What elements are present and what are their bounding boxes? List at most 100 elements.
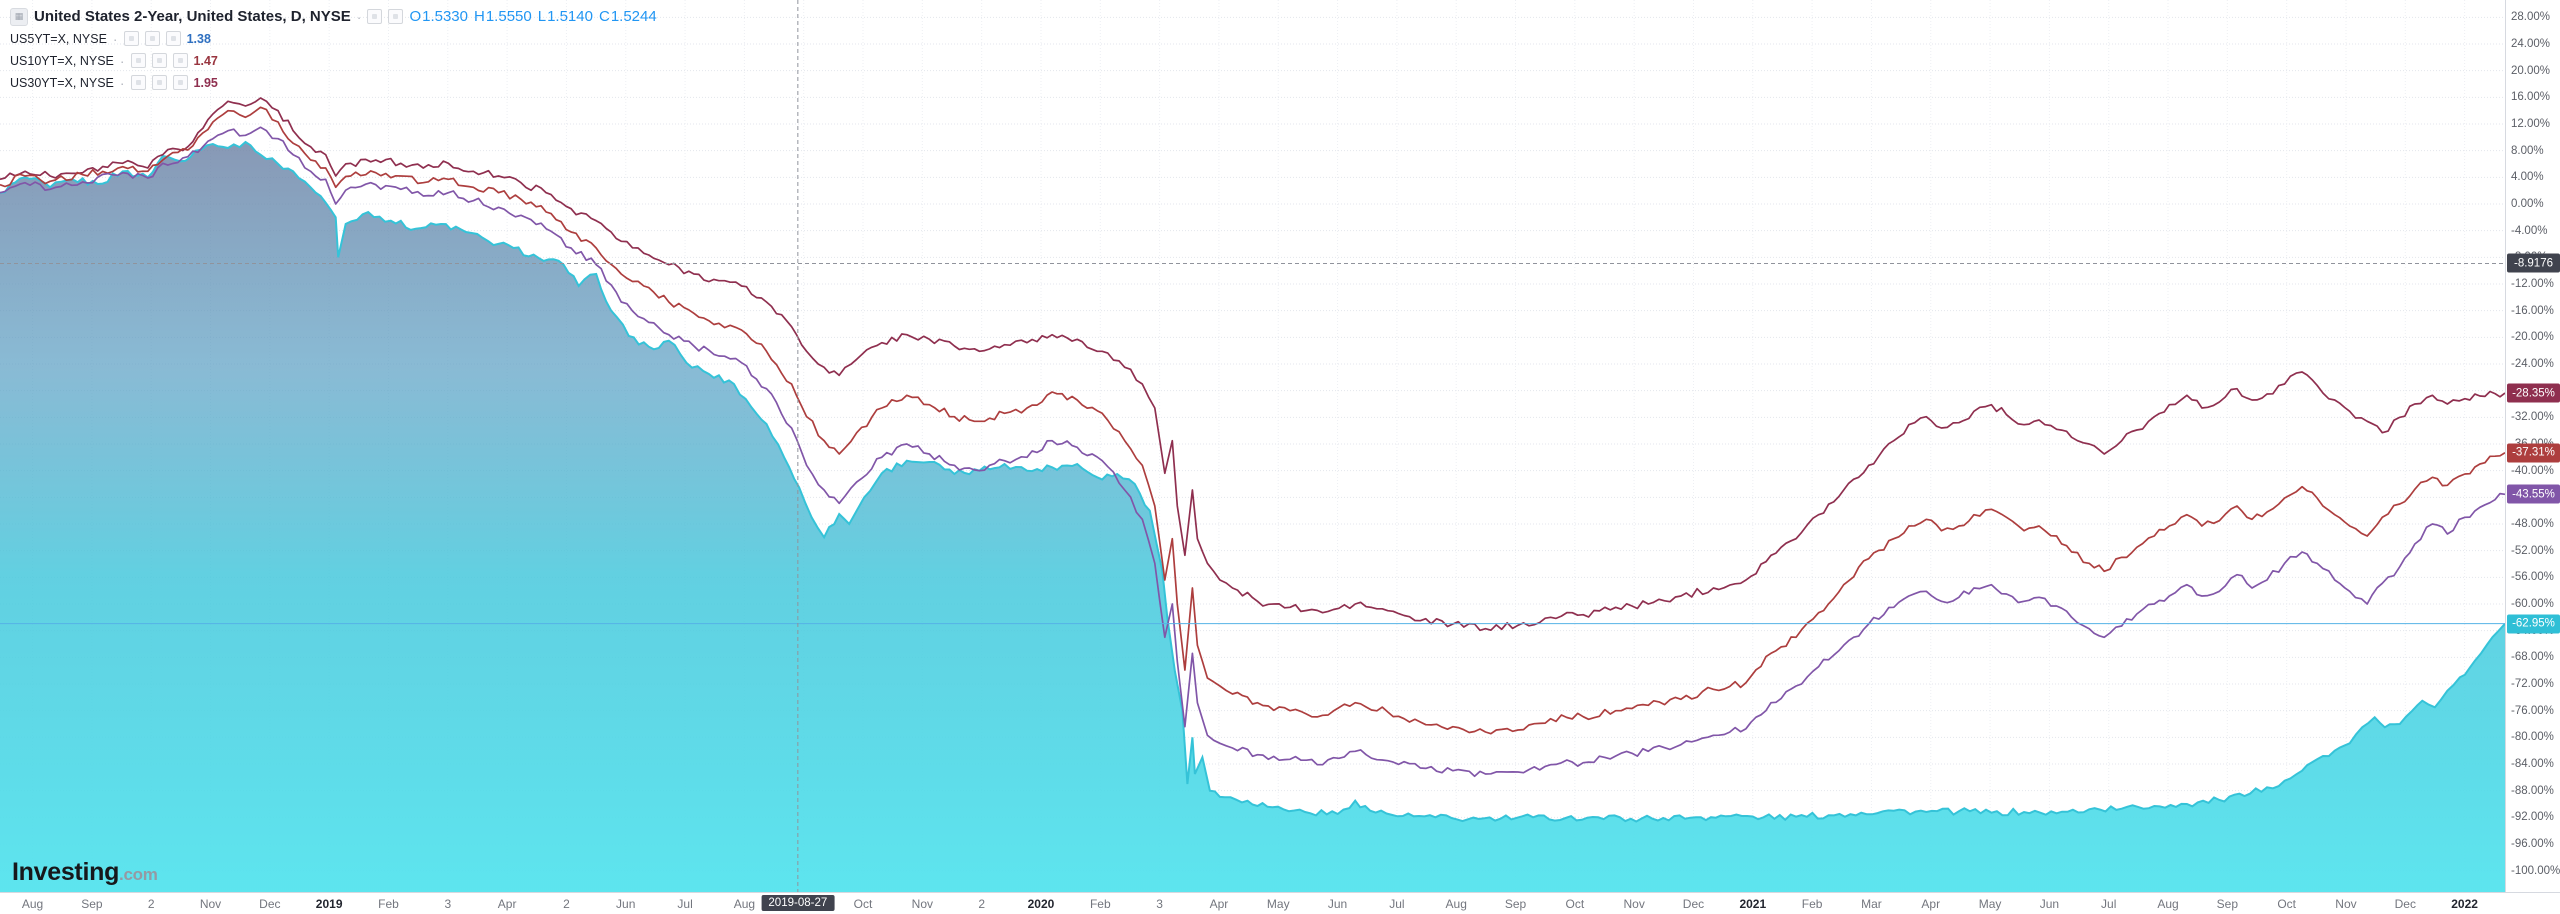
compare-close-icon[interactable] [172,53,188,68]
compare-close-icon[interactable] [172,75,188,90]
time-tick-label: Jul [677,897,693,911]
price-tick-label: -92.00% [2511,811,2554,824]
time-tick-label: 2 [978,897,985,911]
chart-canvas[interactable]: ▦ United States 2-Year, United States, D… [0,0,2505,892]
compare-settings-icon[interactable] [151,53,167,68]
axis-price-label: -8.9176 [2507,253,2560,273]
axis-price-label: -43.55% [2507,484,2560,504]
compare-eye-icon[interactable] [130,75,146,90]
watermark-light-text: .com [119,865,158,884]
time-tick-label: 2020 [1027,897,1055,911]
series-area-us2y [0,142,2505,892]
compare-close-icon[interactable] [165,31,181,46]
compare-row-us30yt[interactable]: US30YT=X, NYSE · 1.95 [10,73,657,92]
time-tick-label: Sep [1504,897,1527,911]
price-tick-label: -52.00% [2511,544,2554,557]
price-tick-label: -4.00% [2511,224,2548,237]
price-tick-label: -12.00% [2511,278,2554,290]
price-tick-label: -32.00% [2511,411,2554,424]
time-tick-label: Feb [378,897,399,911]
compare-settings-icon[interactable] [144,31,160,46]
series-line-us2y [0,140,2505,823]
time-tick-label: 2 [147,897,155,911]
main-symbol-title: United States 2-Year, United States, D, … [34,8,351,25]
compare-symbol-label: US30YT=X, NYSE [10,75,114,90]
legend-settings-icon[interactable] [388,9,404,24]
watermark-bold-text: Investing [12,858,120,886]
compare-settings-icon[interactable] [151,75,167,90]
time-tick-label: Apr [1209,897,1229,911]
ohlc-high: H1.5550 [474,8,532,25]
price-tick-label: 28.00% [2511,11,2551,24]
price-tick-label: -76.00% [2511,704,2554,717]
time-tick-label: 3 [1156,897,1163,911]
time-tick-label: Jun [2039,897,2060,911]
price-tick-label: -48.00% [2511,518,2554,530]
series-line-us10ytx [0,106,2505,735]
time-tick-label: Jun [1327,897,1348,911]
price-tick-label: -84.00% [2511,758,2554,770]
time-tick-label: 2021 [1739,897,1767,911]
price-chart-svg[interactable] [0,0,2505,892]
time-tick-label: Nov [199,897,222,911]
compare-value: 1.95 [193,75,218,90]
compare-row-us5yt[interactable]: US5YT=X, NYSE · 1.38 [10,29,657,48]
time-tick-label: Sep [2216,897,2239,911]
ohlc-open: O1.5330 [409,8,468,25]
time-tick-label: Apr [1921,897,1941,911]
price-tick-label: -24.00% [2511,358,2554,370]
price-axis[interactable]: 28.00% 24.00% 20.00% 16.00% 12.00% 8.00% 4.00%… [2505,0,2560,892]
time-tick-label: Feb [1089,897,1111,911]
axis-price-label: -62.95% [2507,614,2560,634]
time-tick-label: 2019 [315,897,343,911]
time-tick-label: Nov [2335,897,2357,911]
time-tick-label: Nov [911,897,933,911]
compare-symbol-label: US10YT=X, NYSE [10,53,114,68]
time-tick-label: Apr [497,897,517,911]
price-tick-label: 24.00% [2511,38,2551,50]
price-tick-label: 0.00% [2511,198,2544,210]
time-tick-label: 2022 [2451,897,2478,911]
time-axis[interactable]: Aug Sep 2 Nov Dec 2019 Feb 3 Apr 2 Jun Jul Aug Sep Oct… [0,892,2560,914]
price-tick-label: -72.00% [2511,678,2554,690]
price-tick-label: -40.00% [2511,464,2554,477]
axis-price-label: -28.35% [2507,383,2560,403]
price-tick-label: 4.00% [2511,171,2544,184]
price-tick-label: -100.00% [2511,864,2560,877]
time-tick-label: May [1978,897,2002,911]
series-line-us30ytx [0,97,2505,632]
compare-row-us10yt[interactable]: US10YT=X, NYSE · 1.47 [10,51,657,70]
main-symbol-row[interactable]: ▦ United States 2-Year, United States, D… [10,7,657,26]
price-tick-label: -60.00% [2511,598,2554,610]
price-tick-label: 20.00% [2511,64,2551,77]
time-tick-label: Jul [1389,897,1405,911]
time-tick-label: Jul [2101,897,2117,911]
time-tick-label: Aug [1445,897,1467,911]
time-tick-label: 2 [563,897,570,911]
price-tick-label: -96.00% [2511,838,2554,850]
time-tick-label: Dec [1682,897,1705,911]
ohlc-close: C1.5244 [598,8,657,25]
time-tick-label: Jun [616,897,636,911]
legend-eye-icon[interactable] [367,9,383,24]
time-tick-label: 3 [444,897,452,911]
time-tick-label: Oct [1565,897,1585,911]
time-tick-label: Dec [2394,897,2416,911]
compare-value: 1.38 [186,31,211,46]
legend-separator: · [112,30,118,47]
price-tick-label: -20.00% [2511,331,2554,344]
time-tick-label: Dec [259,897,281,911]
price-tick-label: 12.00% [2511,118,2551,130]
chart-legend: ▦ United States 2-Year, United States, D… [10,7,657,95]
price-tick-label: 8.00% [2511,144,2544,157]
ohlc-low: L1.5140 [537,8,593,25]
legend-separator: · [356,8,362,25]
time-tick-label: Mar [1861,897,1882,911]
time-tick-label: May [1266,897,1290,911]
compare-eye-icon[interactable] [130,53,146,68]
compare-eye-icon[interactable] [123,31,139,46]
time-tick-label: Nov [1623,897,1645,911]
compare-value: 1.47 [193,53,218,68]
price-tick-label: -56.00% [2511,571,2554,584]
time-tick-label: Aug [733,897,756,911]
